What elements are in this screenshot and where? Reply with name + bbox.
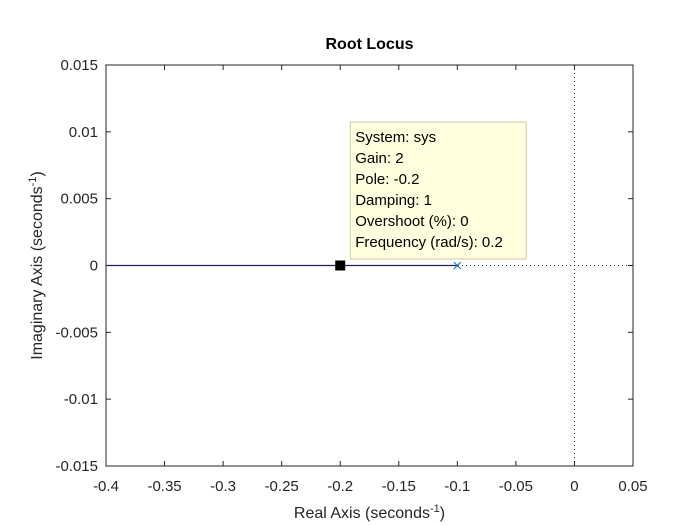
datatip-line: Frequency (rad/s): 0.2 [355, 234, 503, 251]
x-axis-label-close: ) [440, 505, 445, 522]
y-tick-label: -0.015 [55, 458, 98, 475]
datatip-line: Overshoot (%): 0 [355, 213, 468, 230]
y-axis-label: Imaginary Axis (seconds-1) [27, 171, 46, 360]
selected-point-marker[interactable] [335, 260, 346, 271]
y-axis-label-text: Imaginary Axis (seconds [29, 186, 46, 359]
y-axis-label-close: ) [29, 171, 46, 176]
x-axis-label: Real Axis (seconds-1) [294, 503, 445, 522]
y-tick-label: 0.015 [60, 57, 98, 74]
datatip-line: Pole: -0.2 [355, 171, 419, 188]
y-tick-label: -0.005 [55, 324, 98, 341]
x-tick-label: -0.35 [147, 478, 181, 495]
x-axis-label-text: Real Axis (seconds [294, 505, 430, 522]
datatip-line: System: sys [355, 129, 436, 146]
x-axis-label-exponent: -1 [430, 503, 440, 515]
y-tick-label: 0.01 [69, 124, 98, 141]
x-tick-label: 0.05 [618, 478, 647, 495]
y-tick-label: 0.005 [60, 191, 98, 208]
y-axis-label-exponent: -1 [27, 177, 39, 187]
x-tick-label: -0.3 [210, 478, 236, 495]
y-tick-label: -0.01 [64, 391, 98, 408]
y-tick-label: 0 [90, 258, 98, 275]
chart-title: Root Locus [326, 36, 414, 53]
x-tick-label: -0.1 [444, 478, 470, 495]
x-tick-label: -0.25 [265, 478, 299, 495]
axes[interactable]: -0.4 -0.35 -0.3 -0.25 -0.2 -0.15 -0.1 -0.05 0 0.0… [55, 57, 647, 495]
datatip-line: Damping: 1 [355, 192, 432, 209]
x-tick-label: -0.4 [93, 478, 119, 495]
x-tick-label: -0.2 [327, 478, 353, 495]
x-tick-label: 0 [570, 478, 578, 495]
x-tick-label: -0.05 [499, 478, 533, 495]
x-tick-label: -0.15 [382, 478, 416, 495]
datatip-box[interactable] [349, 121, 527, 260]
open-loop-pole-marker[interactable] [453, 261, 462, 270]
datatip-line: Gain: 2 [355, 150, 403, 167]
